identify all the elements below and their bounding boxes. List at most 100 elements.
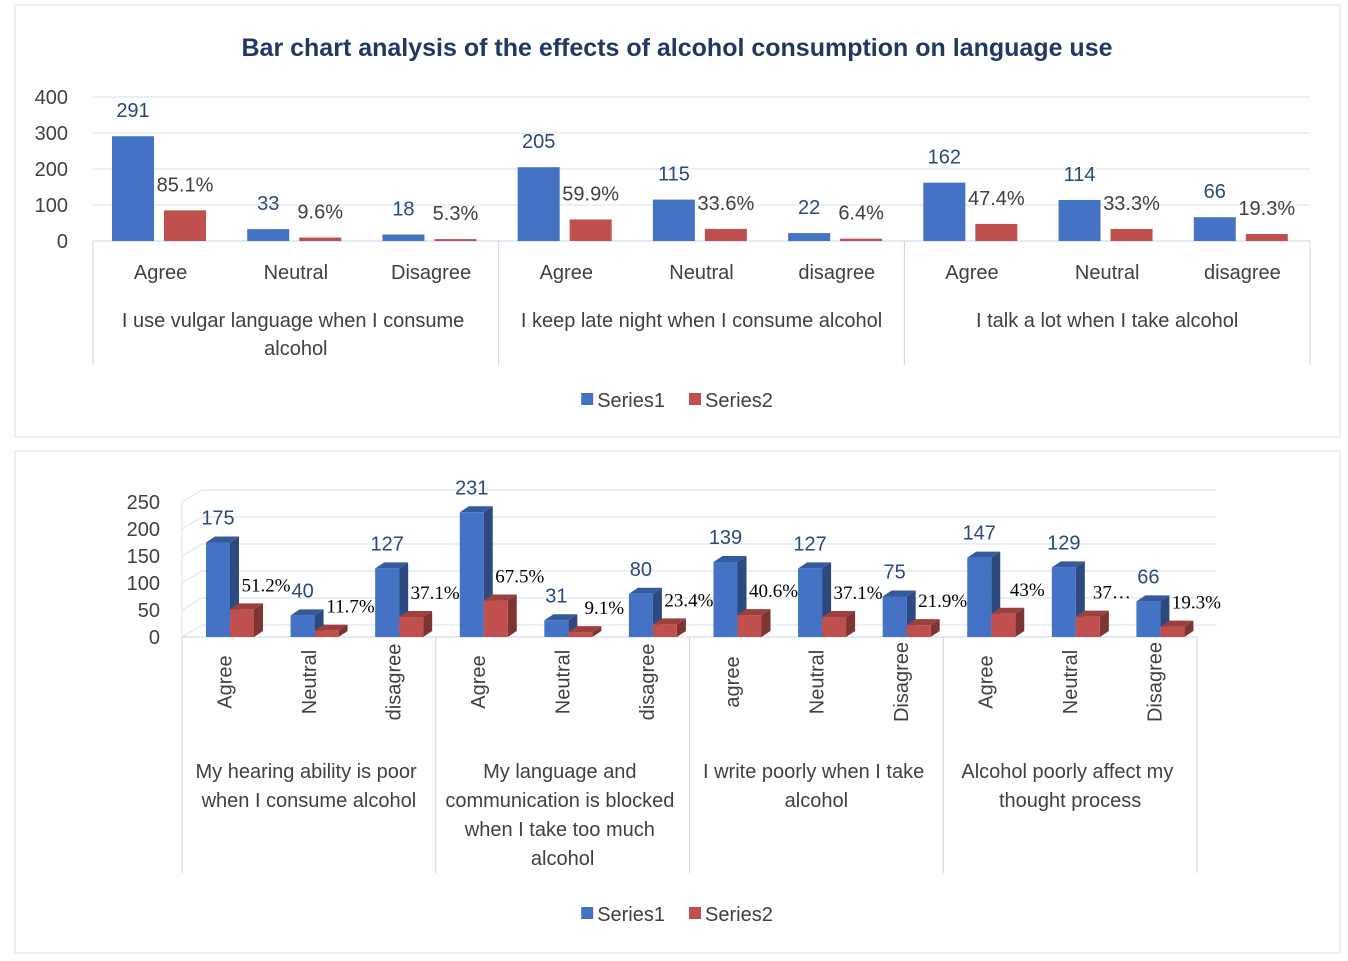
grid-line (181, 489, 1217, 503)
data-label: 139 (709, 527, 742, 549)
bar (1193, 217, 1236, 241)
bar-face (544, 620, 569, 637)
data-label: 37.1% (834, 583, 883, 604)
bar-face (1051, 567, 1076, 637)
bar (788, 233, 831, 241)
grid-line (181, 624, 1217, 638)
data-label: 37… (1093, 583, 1131, 604)
bar-face (1193, 217, 1236, 241)
data-label: 33 (257, 193, 279, 215)
y-tick-label: 200 (35, 159, 68, 181)
bar (1110, 229, 1153, 241)
bar-side (1015, 607, 1025, 637)
bar-face (290, 615, 315, 637)
data-label: 66 (1137, 566, 1159, 588)
bar-top (906, 619, 940, 626)
y-tick-label: 300 (35, 123, 68, 145)
bar-face (713, 561, 738, 637)
bar-face (382, 234, 425, 241)
data-label: 19.3% (1172, 593, 1221, 614)
x-tick-label: Agree (540, 262, 593, 284)
bar-face (299, 237, 342, 241)
bar-face (788, 233, 831, 241)
bar (568, 626, 602, 637)
group-label-line: My language and (483, 761, 642, 783)
bar (991, 607, 1025, 637)
bar-face (906, 625, 931, 637)
y-tick-label: 100 (35, 195, 68, 217)
data-label: 47.4% (968, 188, 1025, 210)
bar (230, 603, 263, 637)
legend-swatch (581, 393, 594, 405)
data-label: 127 (370, 533, 403, 555)
bar (569, 219, 612, 241)
data-label: 40 (291, 580, 313, 602)
bar-top (1136, 595, 1170, 602)
bar-top (737, 609, 771, 616)
bar-top (483, 594, 517, 601)
group-label-line: I write poorly when I take (703, 761, 930, 783)
bar (652, 618, 686, 637)
data-label: 31 (545, 585, 567, 607)
x-tick-label: disagree (637, 644, 659, 721)
bar (112, 136, 154, 241)
data-label: 11.7% (326, 597, 375, 618)
bar (382, 234, 425, 241)
group-label-line: My hearing ability is poor (195, 761, 422, 783)
bar (206, 536, 239, 637)
bar-top (459, 506, 493, 513)
data-label: 5.3% (433, 203, 479, 225)
bar (923, 182, 966, 241)
y-tick-label: 250 (127, 492, 160, 514)
bar-top (544, 614, 578, 621)
bar-face (1160, 626, 1185, 637)
bar (459, 506, 493, 637)
data-label: 6.4% (838, 203, 884, 225)
bar (1245, 234, 1288, 241)
bar (840, 238, 883, 241)
bar-face (375, 568, 400, 637)
bar (1160, 620, 1194, 637)
group-label: I use vulgar language when I consume alc… (122, 310, 470, 360)
bar-face (314, 630, 339, 637)
data-label: 205 (522, 131, 555, 153)
data-label: 9.1% (585, 598, 625, 619)
legend-swatch (581, 907, 594, 919)
bar-face (112, 136, 154, 241)
group-label: I talk a lot when I take alcohol (976, 310, 1238, 332)
x-tick-label: Neutral (669, 262, 733, 284)
data-label: 19.3% (1238, 198, 1295, 220)
x-tick-label: Neutral (553, 650, 575, 714)
bar-side (1184, 620, 1194, 637)
bar-face (882, 596, 907, 637)
bar (737, 609, 771, 637)
bar (314, 624, 348, 637)
x-tick-label: Neutral (1075, 262, 1139, 284)
bar-face (652, 624, 677, 637)
chart-frame (14, 450, 1341, 954)
bar-face (991, 613, 1016, 637)
bar-side (507, 594, 517, 637)
bar-face (568, 632, 593, 637)
x-tick-label: disagree (798, 262, 875, 284)
group-label: I write poorly when I take alcohol (703, 761, 930, 812)
bar-face (704, 228, 747, 241)
legend-swatch (689, 393, 701, 405)
bar-side (1099, 610, 1109, 637)
legend-label: Series1 (597, 904, 665, 926)
bar (882, 590, 916, 637)
y-tick-label: 50 (138, 600, 160, 622)
group-label-line: Alcohol poorly affect my (961, 761, 1179, 783)
data-label: 67.5% (495, 567, 544, 588)
bar-top (713, 555, 747, 562)
group-label: My language and communication is blocked… (445, 761, 680, 870)
grid-line (181, 516, 1217, 530)
bar (1075, 610, 1109, 637)
grid-line (181, 543, 1217, 557)
data-label: 175 (201, 508, 234, 530)
bar-face (737, 615, 762, 637)
x-tick-label: disagree (383, 644, 405, 721)
group-label: I keep late night when I consume alcohol (521, 310, 882, 332)
bar-top (991, 607, 1025, 614)
bar-face (517, 167, 560, 241)
